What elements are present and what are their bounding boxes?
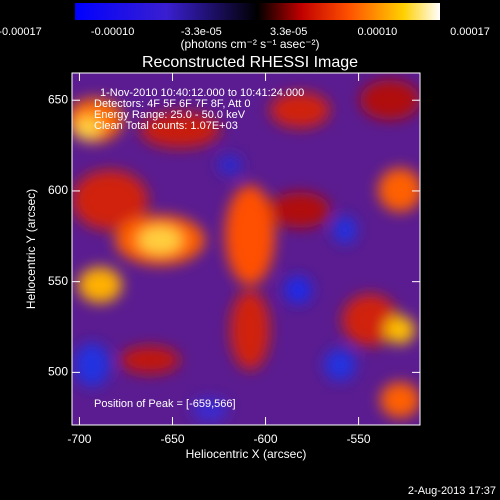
- annotation: Detectors: 4F 5F 6F 7F 8F, Att 0: [94, 98, 251, 110]
- annotation: Energy Range: 25.0 - 50.0 keV: [94, 109, 246, 121]
- peak-note: Position of Peak = [-659,566]: [94, 398, 236, 410]
- colorbar-tick-label: -3.3e-05: [181, 26, 222, 38]
- annotation: Clean Total counts: 1.07E+03: [94, 120, 238, 132]
- y-tick-label: 500: [48, 365, 68, 379]
- y-axis-label: Heliocentric Y (arcsec): [24, 189, 38, 309]
- x-tick-label: -550: [347, 432, 371, 446]
- footer-date: 2-Aug-2013 17:37: [408, 485, 496, 497]
- colorbar-tick-label: 0.00017: [450, 26, 490, 38]
- plot-frame: [71, 72, 421, 426]
- colorbar-tick-label: -0.00010: [91, 26, 134, 38]
- y-tick-label: 650: [48, 92, 68, 106]
- annotation: 1-Nov-2010 10:40:12.000 to 10:41:24.000: [100, 87, 304, 99]
- x-axis-label: Heliocentric X (arcsec): [186, 447, 307, 461]
- chart-title: Reconstructed RHESSI Image: [142, 54, 358, 71]
- colorbar-tick-label: 0.00010: [357, 26, 397, 38]
- x-tick-label: -700: [67, 432, 91, 446]
- heatmap-image: [72, 73, 420, 425]
- colorbar: [75, 3, 440, 20]
- x-tick-label: -600: [254, 432, 278, 446]
- y-tick-label: 550: [48, 274, 68, 288]
- y-tick-label: 600: [48, 183, 68, 197]
- colorbar-label: (photons cm⁻² s⁻¹ asec⁻²): [180, 37, 319, 51]
- colorbar-tick-label: 3.3e-05: [270, 26, 307, 38]
- colorbar-tick-label: -0.00017: [0, 26, 42, 38]
- x-tick-label: -650: [160, 432, 184, 446]
